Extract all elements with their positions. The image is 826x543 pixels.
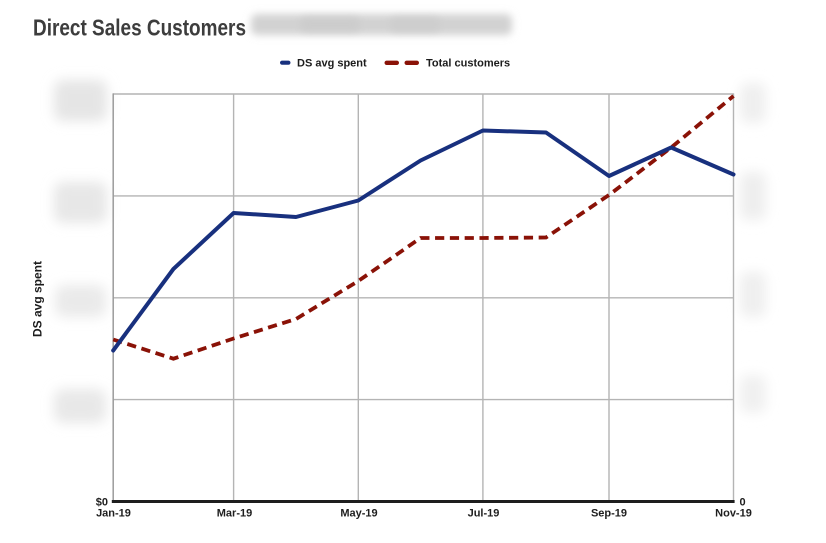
svg-text:May-19: May-19 (340, 508, 377, 520)
svg-text:$0: $0 (96, 497, 108, 509)
svg-text:Mar-19: Mar-19 (217, 508, 252, 520)
svg-text:DS avg spent: DS avg spent (31, 261, 45, 337)
svg-text:Total customers: Total customers (426, 57, 510, 69)
svg-text:Direct Sales Customers: Direct Sales Customers (33, 15, 246, 41)
svg-text:DS avg spent: DS avg spent (297, 57, 367, 69)
svg-text:Nov-19: Nov-19 (715, 508, 752, 520)
svg-text:0: 0 (740, 497, 746, 509)
svg-text:Sep-19: Sep-19 (591, 508, 627, 520)
svg-text:Jul-19: Jul-19 (468, 508, 500, 520)
svg-text:Jan-19: Jan-19 (96, 508, 131, 520)
